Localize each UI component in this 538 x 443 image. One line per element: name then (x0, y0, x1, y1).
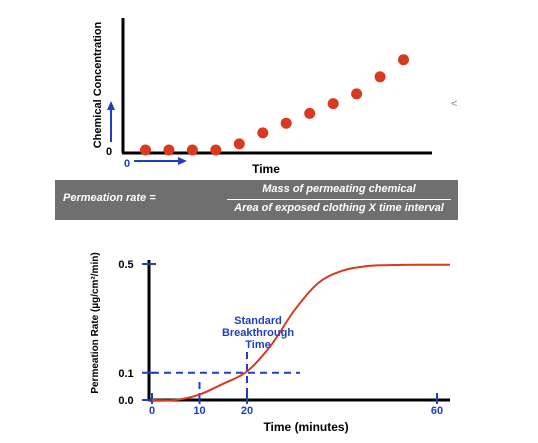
chart1-points (140, 54, 409, 156)
formula-lhs: Permeation rate = (63, 192, 156, 204)
chart2-y-label: Permeation Rate (µg/cm²/min) (90, 252, 101, 393)
annotation-line-1: Standard (234, 315, 282, 327)
formula-fraction-line (227, 199, 451, 200)
chart1-point (374, 71, 386, 83)
chart1-point (280, 117, 292, 129)
chart2-x-tick-label: 10 (193, 405, 205, 417)
formula-denominator: Area of exposed clothing X time interval (234, 202, 444, 214)
formula-numerator: Mass of permeating chemical (262, 183, 416, 195)
chart2-x-label: Time (minutes) (263, 420, 348, 434)
chart2-x-tick-label: 60 (431, 405, 443, 417)
chart1-y-label: Chemical Concentration (92, 21, 104, 148)
concentration-chart: Chemical Concentration Time 0 0 (92, 18, 432, 176)
chart2-x-tick-label: 0 (149, 405, 155, 417)
annotation-line-3: Time (245, 339, 270, 351)
chart2-y-tick-label: 0.1 (118, 368, 133, 380)
chart1-x-arrow (134, 157, 187, 165)
chart1-y-tick-0: 0 (106, 146, 112, 158)
stray-mark: < (451, 98, 458, 110)
permeation-rate-chart: Permeation Rate (µg/cm²/min) Time (minut… (90, 252, 450, 434)
chart1-point (327, 98, 339, 110)
permeation-curve (151, 263, 450, 402)
chart1-point (257, 127, 269, 139)
chart1-point (210, 144, 222, 156)
chart1-point (233, 138, 245, 150)
chart2-x-tick-label: 20 (241, 405, 253, 417)
chart1-point (186, 144, 198, 156)
chart2-y-ticks: 0.0 0.1 0.5 (118, 259, 156, 407)
chart1-point (304, 107, 316, 119)
chart1-y-arrow (107, 101, 115, 142)
permeation-formula: Permeation rate = Mass of permeating che… (55, 180, 458, 220)
chart1-x-tick-0: 0 (124, 158, 130, 170)
chart1-point (398, 54, 409, 66)
chart1-point (163, 144, 175, 156)
chart2-y-tick-label: 0.0 (118, 395, 133, 407)
chart1-x-label: Time (252, 162, 280, 176)
chart2-reference-lines (152, 352, 300, 400)
breakthrough-annotation: Standard Breakthrough Time (222, 315, 294, 351)
chart1-point (351, 88, 363, 100)
chart2-y-tick-label: 0.5 (118, 259, 133, 271)
annotation-line-2: Breakthrough (222, 327, 294, 339)
chart1-point (140, 144, 151, 156)
